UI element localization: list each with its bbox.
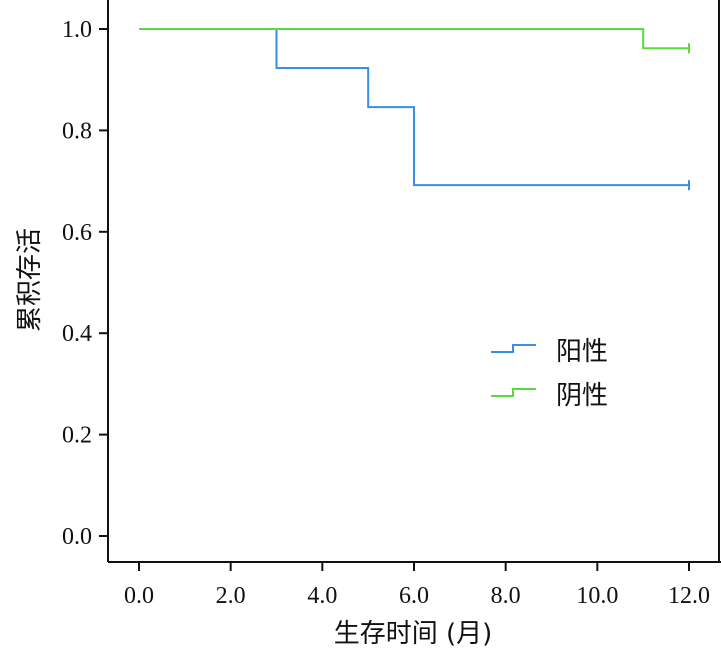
x-tick-label: 4.0 bbox=[307, 583, 337, 609]
x-ticks: 0.0 2.0 4.0 6.0 8.0 10.0 12.0 bbox=[124, 562, 710, 609]
legend-label-positive: 阳性 bbox=[556, 337, 608, 367]
legend: 阳性 阴性 bbox=[491, 337, 608, 411]
y-tick-label: 0.8 bbox=[62, 118, 92, 144]
series-layer bbox=[139, 28, 690, 191]
y-axis-title: 累积存活 bbox=[15, 228, 45, 332]
x-tick-label: 6.0 bbox=[399, 583, 429, 609]
y-tick-label: 0.0 bbox=[62, 524, 92, 550]
legend-swatch-negative bbox=[491, 388, 536, 397]
x-tick-label: 12.0 bbox=[668, 583, 710, 609]
y-tick-label: 1.0 bbox=[62, 17, 92, 43]
x-axis-title: 生存时间 (月) bbox=[334, 619, 493, 649]
x-tick-label: 2.0 bbox=[216, 583, 246, 609]
x-tick-label: 8.0 bbox=[491, 583, 521, 609]
x-tick-label: 10.0 bbox=[576, 583, 618, 609]
x-tick-label: 0.0 bbox=[124, 583, 154, 609]
series-line-0 bbox=[139, 28, 689, 187]
y-tick-label: 0.2 bbox=[62, 423, 92, 449]
y-tick-label: 0.4 bbox=[62, 321, 92, 347]
legend-label-negative: 阴性 bbox=[556, 381, 608, 411]
legend-swatch-positive bbox=[491, 344, 536, 353]
y-ticks: 0.0 0.2 0.4 0.6 0.8 1.0 bbox=[62, 17, 108, 550]
series-line-1 bbox=[139, 28, 689, 50]
y-tick-label: 0.6 bbox=[62, 220, 92, 246]
